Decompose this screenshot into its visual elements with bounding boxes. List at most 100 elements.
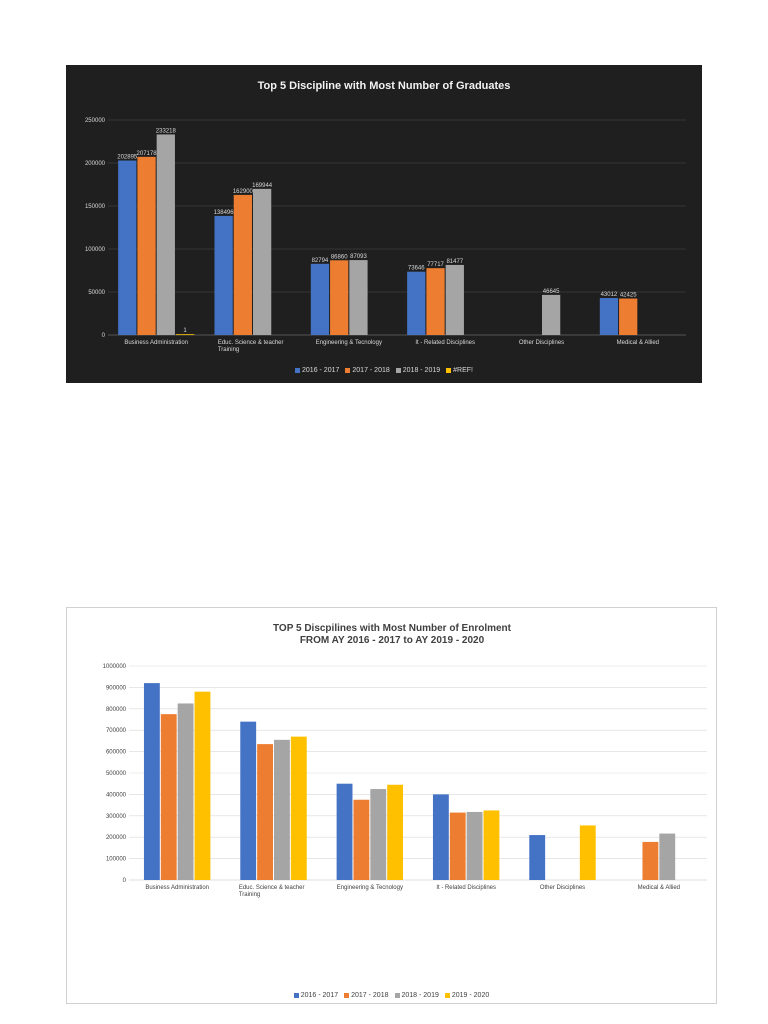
bar bbox=[542, 294, 561, 335]
bar bbox=[330, 260, 349, 335]
bar bbox=[619, 298, 638, 335]
graduates-chart-plot: Top 5 Discipline with Most Number of Gra… bbox=[85, 80, 686, 353]
legend-label: 2018 - 2019 bbox=[401, 992, 439, 999]
data-label: 42425 bbox=[620, 293, 637, 299]
bar bbox=[387, 784, 404, 880]
data-label: 202895 bbox=[117, 155, 138, 161]
legend-label: #REF! bbox=[453, 367, 473, 374]
x-tick-label: Medical & Allied bbox=[638, 885, 680, 891]
x-tick-label: Business Administration bbox=[145, 885, 209, 891]
bar bbox=[194, 691, 211, 880]
bar bbox=[118, 160, 137, 335]
bar bbox=[290, 736, 307, 880]
legend-item: 2017 - 2018 bbox=[345, 367, 390, 374]
y-tick-label: 200000 bbox=[106, 835, 127, 841]
data-label: 207178 bbox=[137, 151, 158, 157]
x-tick-label: It - Related Disciplines bbox=[436, 885, 496, 891]
y-tick-label: 300000 bbox=[106, 814, 127, 820]
legend-swatch bbox=[293, 992, 299, 998]
bar bbox=[407, 271, 426, 335]
chart-title: Top 5 Discipline with Most Number of Gra… bbox=[258, 80, 511, 92]
bar bbox=[214, 215, 233, 335]
legend-item: 2019 - 2020 bbox=[444, 992, 490, 999]
legend-label: 2016 - 2017 bbox=[302, 367, 340, 374]
legend-label: 2019 - 2020 bbox=[451, 992, 490, 999]
legend-item: 2018 - 2019 bbox=[395, 367, 441, 374]
legend-swatch bbox=[344, 992, 350, 998]
bar bbox=[143, 683, 160, 880]
bar bbox=[156, 134, 175, 335]
bar bbox=[160, 714, 177, 880]
chart-title: TOP 5 Discpilines with Most Number of En… bbox=[273, 623, 512, 634]
bar bbox=[177, 703, 194, 880]
bar bbox=[449, 812, 466, 880]
data-label: 82794 bbox=[312, 258, 329, 264]
x-tick-label: Engineering & Tecnology bbox=[337, 885, 403, 891]
data-label: 86860 bbox=[331, 254, 348, 260]
legend-item: 2016 - 2017 bbox=[295, 367, 339, 374]
y-tick-label: 0 bbox=[123, 878, 127, 884]
data-label: 73646 bbox=[408, 266, 425, 272]
y-tick-label: 1000000 bbox=[103, 664, 127, 670]
x-tick-label: Engineering & Tecnology bbox=[316, 340, 382, 346]
y-tick-label: 250000 bbox=[85, 118, 106, 124]
graduates-chart: Top 5 Discipline with Most Number of Gra… bbox=[66, 65, 702, 383]
bar bbox=[240, 721, 257, 880]
bar bbox=[529, 835, 546, 880]
x-tick-label: Educ. Science & teacher bbox=[218, 340, 284, 346]
legend-label: 2017 - 2018 bbox=[351, 992, 389, 999]
bar bbox=[579, 825, 596, 880]
legend-swatch bbox=[345, 367, 351, 373]
x-tick-label: Training bbox=[239, 892, 260, 898]
bar bbox=[353, 799, 370, 880]
data-label: 43012 bbox=[601, 292, 618, 298]
data-label: 46645 bbox=[543, 289, 560, 295]
bar bbox=[257, 744, 273, 880]
legend-swatch bbox=[395, 367, 401, 373]
x-tick-label: Other Disciplines bbox=[519, 340, 564, 346]
data-label: 1 bbox=[183, 328, 187, 334]
y-tick-label: 0 bbox=[102, 333, 106, 339]
x-tick-label: Other Disciplines bbox=[540, 885, 585, 891]
bar bbox=[642, 841, 659, 880]
y-tick-label: 50000 bbox=[88, 290, 105, 296]
y-tick-label: 100000 bbox=[106, 857, 127, 863]
data-label: 81477 bbox=[446, 259, 463, 265]
y-tick-label: 100000 bbox=[85, 247, 106, 253]
legend-label: 2018 - 2019 bbox=[402, 367, 441, 374]
bar bbox=[274, 739, 290, 880]
legend-swatch bbox=[295, 367, 301, 373]
legend-label: 2016 - 2017 bbox=[300, 992, 339, 999]
legend-item: 2017 - 2018 bbox=[344, 992, 389, 999]
data-label: 233218 bbox=[156, 128, 177, 134]
bar bbox=[233, 194, 252, 335]
y-tick-label: 150000 bbox=[85, 204, 106, 210]
data-label: 87093 bbox=[350, 254, 367, 260]
legend-swatch bbox=[444, 992, 450, 998]
bar bbox=[426, 268, 445, 335]
y-tick-label: 800000 bbox=[106, 707, 127, 713]
x-tick-label: Business Administration bbox=[124, 340, 188, 346]
y-tick-label: 500000 bbox=[106, 771, 127, 777]
data-label: 138496 bbox=[214, 210, 235, 216]
y-tick-label: 400000 bbox=[106, 792, 127, 798]
x-tick-label: Medical & Allied bbox=[617, 340, 659, 346]
legend-swatch bbox=[394, 992, 400, 998]
x-tick-label: Educ. Science & teacher bbox=[239, 885, 305, 891]
enrolment-chart: TOP 5 Discpilines with Most Number of En… bbox=[66, 607, 717, 1004]
bar bbox=[483, 810, 500, 880]
chart-subtitle: FROM AY 2016 - 2017 to AY 2019 - 2020 bbox=[300, 635, 485, 646]
legend-item: 2016 - 2017 bbox=[293, 992, 339, 999]
graduates-chart-legend: 2016 - 2017 2017 - 2018 2018 - 2019 #REF! bbox=[66, 367, 702, 374]
bar bbox=[370, 789, 387, 880]
bar bbox=[349, 260, 368, 335]
data-label: 162900 bbox=[233, 189, 254, 195]
x-tick-label: Training bbox=[218, 347, 239, 353]
bar bbox=[310, 263, 330, 335]
bar bbox=[253, 188, 272, 335]
y-tick-label: 700000 bbox=[106, 728, 127, 734]
y-tick-label: 600000 bbox=[106, 750, 127, 756]
bar bbox=[137, 156, 156, 335]
y-tick-label: 900000 bbox=[106, 685, 127, 691]
data-label: 77717 bbox=[427, 262, 444, 268]
